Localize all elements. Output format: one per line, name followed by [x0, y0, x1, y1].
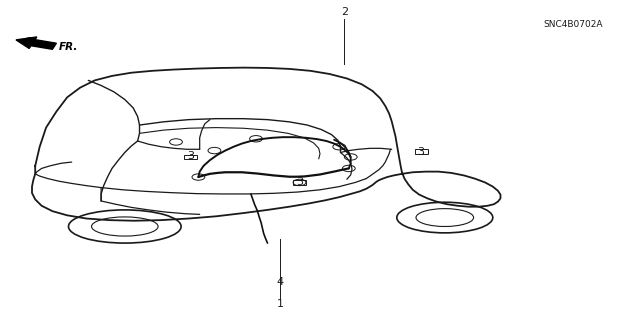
Bar [293, 180, 306, 185]
Text: 3: 3 [296, 177, 303, 187]
Text: SNC4B0702A: SNC4B0702A [543, 20, 602, 29]
Text: FR.: FR. [59, 42, 78, 52]
Text: 3: 3 [188, 151, 194, 161]
Text: 1: 1 [277, 299, 284, 309]
Text: 3: 3 [418, 146, 424, 157]
Bar [184, 155, 197, 159]
Text: 4: 4 [276, 277, 284, 287]
Text: 2: 2 [340, 7, 348, 17]
Bar [415, 149, 428, 154]
FancyArrow shape [16, 37, 56, 49]
